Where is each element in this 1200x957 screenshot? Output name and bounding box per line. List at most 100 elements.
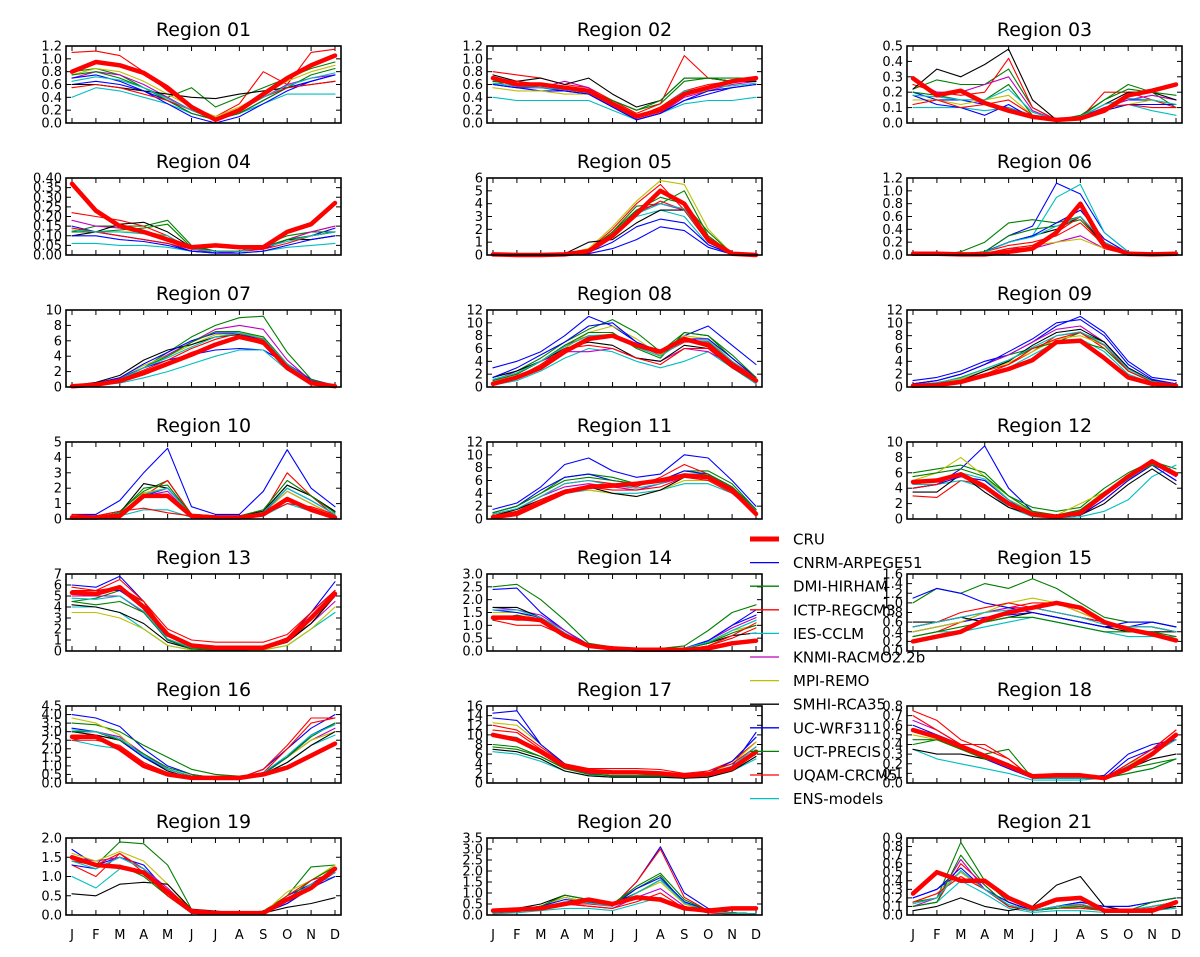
panel-title: Region 11 <box>577 415 672 437</box>
panel-frame <box>906 705 1183 784</box>
y-tick-label: 0 <box>895 513 903 528</box>
series-line-cnrm-arpege51 <box>492 315 757 369</box>
y-tick-label: 0.4 <box>882 738 903 753</box>
y-tick-label: 12 <box>466 719 483 734</box>
y-tick-label: 3 <box>54 612 62 627</box>
panel-title: Region 07 <box>156 283 251 305</box>
panel-frame <box>906 441 1183 520</box>
y-tick-label: 0.0 <box>882 249 903 264</box>
series-line-ictp-regcm3 <box>492 848 757 915</box>
panel-frame <box>906 309 1183 388</box>
y-tick-label: 0.5 <box>462 898 483 913</box>
y-tick-label: 1 <box>475 236 483 251</box>
panel-region-18: Region 18 0.00.10.20.30.40.50.60.70.8 <box>882 679 1183 792</box>
series-line-smhi-rca35 <box>71 595 336 651</box>
y-tick-label: 0.8 <box>882 197 903 212</box>
y-tick-label: 0 <box>54 513 62 528</box>
y-tick-label: 2.5 <box>462 580 483 595</box>
x-tick-label: M <box>114 928 125 943</box>
x-tick-label: A <box>980 928 989 943</box>
series-line-uqam-crcm5 <box>912 215 1177 256</box>
series-line-uc-wrf311 <box>912 587 1177 628</box>
series-line-smhi-rca35 <box>71 731 336 781</box>
y-tick-label: 1.2 <box>41 40 62 55</box>
y-tick-label: 10 <box>886 436 903 451</box>
y-tick-label: 0.0 <box>882 777 903 792</box>
y-tick-label: 0.0 <box>41 117 62 132</box>
x-tick-label: S <box>1100 928 1108 943</box>
x-tick-label: J <box>1054 928 1059 943</box>
y-tick-label: 0.0 <box>882 909 903 924</box>
y-tick-label: 0.0 <box>882 645 903 660</box>
y-tick-label: 0 <box>475 249 483 264</box>
y-tick-label: 0.0 <box>41 777 62 792</box>
y-tick-label: 1.5 <box>462 606 483 621</box>
series-line-uct-precis <box>912 219 1177 256</box>
x-tick-label: A <box>656 928 665 943</box>
series-line-ens-models <box>492 203 757 256</box>
y-tick-label: 8 <box>54 319 62 334</box>
y-tick-label: 4 <box>54 350 62 365</box>
x-tick-label: J <box>634 928 639 943</box>
y-tick-label: 16 <box>466 700 483 715</box>
series-line-cru <box>69 493 338 520</box>
y-tick-label: 3.0 <box>462 568 483 583</box>
legend-label: MPI-REMO <box>793 672 869 690</box>
y-tick-label: 1.0 <box>462 887 483 902</box>
x-tick-label: O <box>703 928 713 943</box>
y-tick-label: 6 <box>895 342 903 357</box>
x-tick-label: J <box>69 928 74 943</box>
panel-title: Region 05 <box>577 151 672 173</box>
y-tick-label: 0 <box>475 381 483 396</box>
y-tick-label: 1.0 <box>462 52 483 67</box>
panel-title: Region 06 <box>997 151 1092 173</box>
legend-label: KNMI-RACMO2.2b <box>793 649 925 667</box>
series-line-cru <box>69 334 338 389</box>
y-tick-label: 2 <box>54 365 62 380</box>
series-line-uct-precis <box>71 223 336 252</box>
series-line-ens-models <box>912 331 1177 385</box>
y-tick-label: 0.8 <box>882 606 903 621</box>
y-tick-label: 10 <box>466 316 483 331</box>
y-tick-label: 6 <box>475 748 483 763</box>
series-line-cru <box>490 615 759 652</box>
x-tick-label: N <box>306 928 316 943</box>
y-tick-label: 0.0 <box>462 909 483 924</box>
panel-region-15: Region 15 0.00.20.40.60.81.01.21.41.6 <box>882 547 1183 660</box>
series-line-cnrm-arpege51 <box>492 846 757 915</box>
x-tick-label: M <box>955 928 966 943</box>
y-tick-label: 0.35 <box>33 181 62 196</box>
y-tick-label: 8 <box>895 451 903 466</box>
series-line-cru <box>490 895 759 913</box>
x-tick-label: F <box>933 928 940 943</box>
y-tick-label: 0.4 <box>882 223 903 238</box>
series-line-cru <box>910 76 1179 123</box>
y-tick-label: 0.05 <box>33 239 62 254</box>
series-line-cru <box>69 584 338 650</box>
y-tick-label: 0 <box>475 513 483 528</box>
panel-region-02: Region 02 0.00.20.40.60.81.01.2 <box>462 19 763 132</box>
y-tick-label: 0.6 <box>882 719 903 734</box>
panel-region-04: Region 04 0.000.050.100.150.200.250.300.3… <box>33 151 342 264</box>
series-line-cnrm-arpege51 <box>71 848 336 916</box>
series-line-ies-cclm <box>492 96 757 121</box>
y-tick-label: 0.40 <box>33 172 62 187</box>
series-line-uqam-crcm5 <box>912 715 1177 779</box>
legend-label: CNRM-ARPEGE51 <box>793 554 923 572</box>
y-tick-label: 8 <box>475 461 483 476</box>
legend-label: CRU <box>793 531 825 549</box>
y-tick-label: 0.8 <box>882 700 903 715</box>
series-line-ens-models <box>912 88 1177 121</box>
panel-title: Region 15 <box>997 547 1092 569</box>
y-tick-label: 2 <box>475 223 483 238</box>
series-line-knmi-racmo2-2b <box>71 324 336 387</box>
y-tick-label: 0.3 <box>882 748 903 763</box>
panel-region-20: Region 200.00.51.01.52.02.53.03.5J F M A M J J… <box>462 811 763 943</box>
panel-frame <box>486 705 763 784</box>
x-tick-label: M <box>1003 928 1014 943</box>
legend-label: UC-WRF311 <box>793 719 882 737</box>
panel-title: Region 17 <box>577 679 672 701</box>
